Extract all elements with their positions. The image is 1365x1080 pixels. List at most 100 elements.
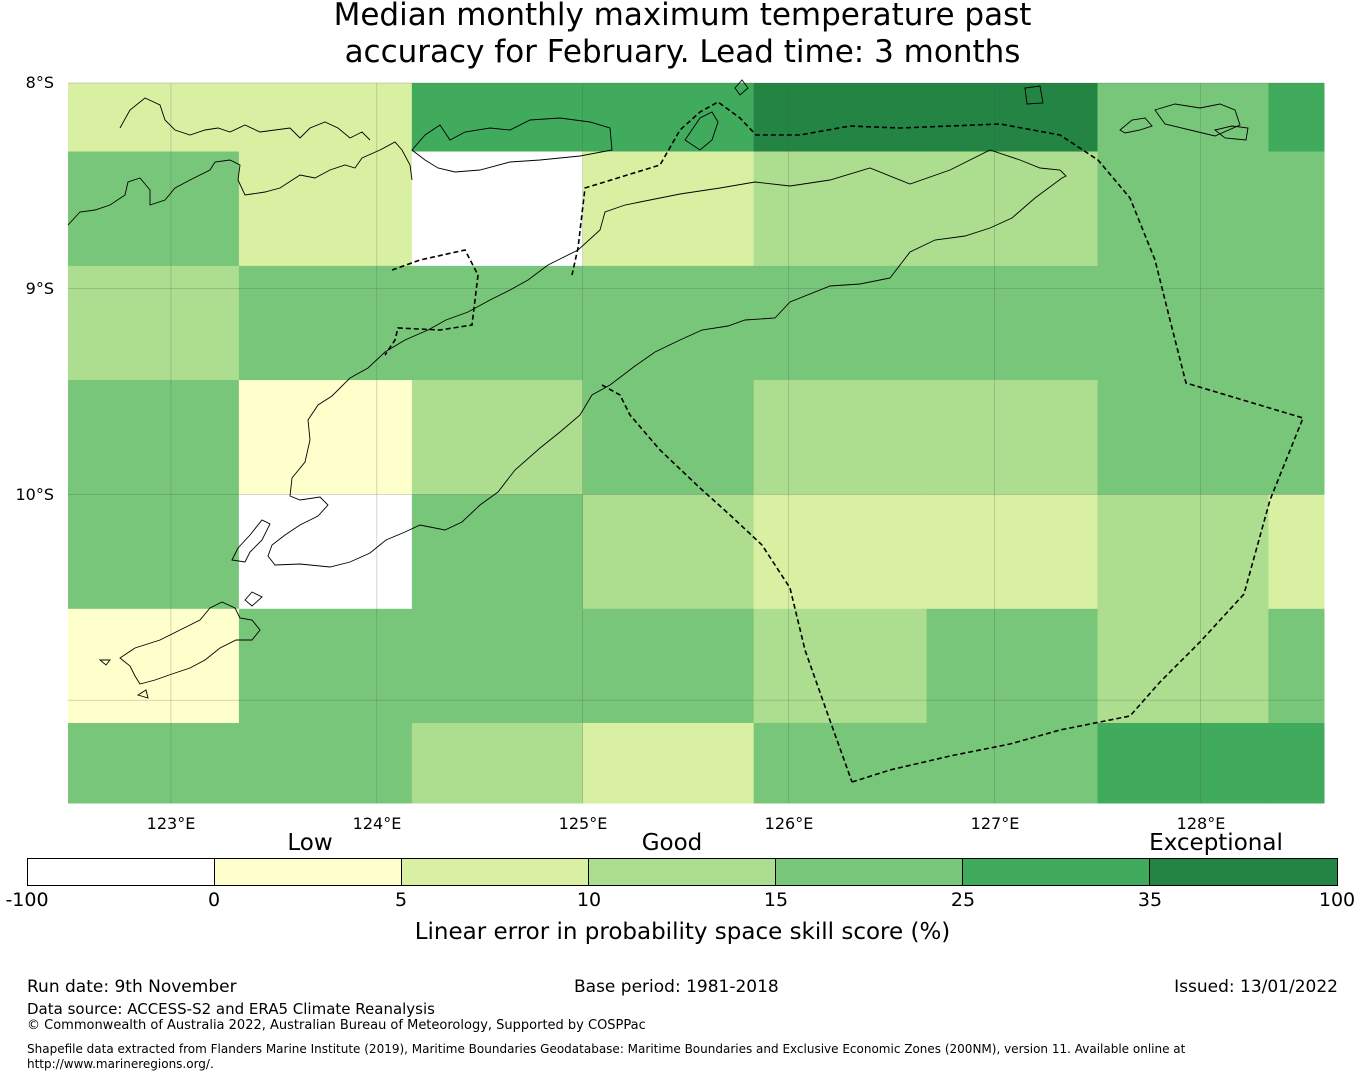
lat-label-8s: 8°S (25, 73, 54, 92)
colorbar-segment (1150, 859, 1337, 885)
colorbar-segment (28, 859, 215, 885)
eez-boundary-path (601, 384, 853, 783)
colorbar (27, 858, 1338, 886)
lat-label-9s: 9°S (25, 279, 54, 298)
category-good: Good (641, 830, 703, 856)
skill-cell (753, 151, 928, 267)
lon-label-127e: 127°E (970, 814, 1020, 833)
colorbar-tick: -100 (5, 889, 49, 911)
colorbar-tick: 25 (950, 889, 976, 911)
coastline-path (136, 689, 149, 699)
skill-cell (68, 380, 240, 495)
skill-cell (926, 608, 1099, 724)
coastline-path (684, 111, 719, 151)
skill-cell (68, 151, 240, 267)
skill-cell (753, 83, 928, 153)
colorbar-segment (963, 859, 1150, 885)
skill-cell (582, 722, 755, 804)
colorbar-tick: 100 (1318, 889, 1356, 911)
colorbar-tick: 10 (576, 889, 602, 911)
lon-label-124e: 124°E (352, 814, 402, 833)
skill-cell (926, 151, 1099, 267)
category-exceptional: Exceptional (1149, 830, 1283, 856)
lat-label-10s: 10°S (15, 485, 54, 504)
copyright: © Commonwealth of Australia 2022, Austra… (27, 1018, 646, 1033)
skill-cell (926, 380, 1099, 495)
skill-cell (238, 83, 413, 153)
skill-cell (411, 722, 584, 804)
coastline-path (98, 601, 261, 685)
skill-cell (411, 494, 584, 610)
coastline-path (411, 117, 613, 173)
run-date: Run date: 9th November (27, 977, 237, 997)
colorbar-tick: 0 (207, 889, 221, 911)
skill-cell (238, 494, 413, 610)
eez-boundary (384, 101, 1305, 783)
coastline-path (67, 141, 413, 226)
skill-cell (1268, 151, 1325, 267)
coastline-path (267, 149, 1067, 568)
skill-cell (1097, 608, 1269, 724)
colorbar-segment (589, 859, 776, 885)
skill-cell (68, 265, 240, 381)
coastline-path (119, 97, 371, 141)
skill-cell (1268, 494, 1325, 610)
skill-cell (1097, 380, 1269, 495)
lon-label-126e: 126°E (764, 814, 814, 833)
skill-cell (1268, 380, 1325, 495)
lon-label-128e: 128°E (1176, 814, 1226, 833)
lon-label-125e: 125°E (558, 814, 608, 833)
skill-grid-cells (68, 83, 1325, 804)
coastline-path (1154, 103, 1241, 137)
eez-boundary-path (571, 101, 1305, 783)
colorbar-tick: 15 (763, 889, 789, 911)
issued-date: Issued: 13/01/2022 (1174, 977, 1338, 997)
coastline-path (244, 591, 263, 607)
skill-map (67, 79, 1325, 804)
skill-cell (582, 380, 755, 495)
skill-cell (1097, 83, 1269, 153)
coastline-path (1119, 117, 1153, 134)
coastline-path (231, 519, 271, 563)
coastline-path (1213, 125, 1249, 141)
skill-cell (1097, 265, 1269, 381)
skill-cell (1268, 608, 1325, 724)
skill-cell (1268, 265, 1325, 381)
coastline-path (734, 79, 749, 96)
skill-cell (68, 722, 240, 804)
colorbar-segment (215, 859, 402, 885)
coastline-path (1024, 85, 1044, 105)
skill-cell (753, 494, 928, 610)
skill-cell (238, 380, 413, 495)
skill-cell (582, 494, 755, 610)
skill-cell (582, 83, 755, 153)
data-source: Data source: ACCESS-S2 and ERA5 Climate … (27, 1000, 435, 1018)
skill-cell (582, 608, 755, 724)
skill-cell (1268, 83, 1325, 153)
colorbar-tick: 5 (394, 889, 408, 911)
skill-cell (68, 494, 240, 610)
chart-title: Median monthly maximum temperature past … (0, 0, 1365, 71)
skill-cell (926, 722, 1099, 804)
skill-cell (68, 83, 240, 153)
shapefile-credit-line-1: Shapefile data extracted from Flanders M… (27, 1042, 1186, 1056)
skill-cell (582, 265, 755, 381)
skill-cell (753, 608, 928, 724)
skill-cell (238, 722, 413, 804)
skill-cell (753, 265, 928, 381)
skill-cell (411, 265, 584, 381)
skill-cell (582, 151, 755, 267)
colorbar-segment (776, 859, 963, 885)
skill-cell (411, 608, 584, 724)
skill-cell (926, 494, 1099, 610)
skill-cell (238, 608, 413, 724)
skill-cell (1268, 722, 1325, 804)
skill-cell (1097, 722, 1269, 804)
title-line-1: Median monthly maximum temperature past (333, 0, 1032, 33)
lon-label-123e: 123°E (146, 814, 196, 833)
base-period: Base period: 1981-2018 (574, 977, 779, 997)
skill-cell (753, 380, 928, 495)
skill-cell (926, 265, 1099, 381)
coastline (67, 79, 1249, 699)
skill-cell (68, 608, 240, 724)
